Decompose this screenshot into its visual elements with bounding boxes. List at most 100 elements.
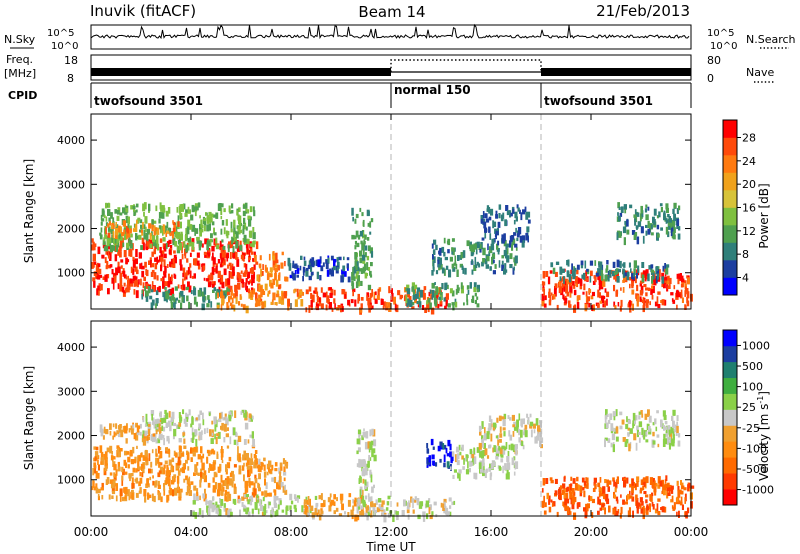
heatmap-cell (178, 412, 181, 419)
heatmap-cell (474, 264, 478, 268)
heatmap-cell (248, 219, 252, 227)
heatmap-cell (212, 477, 215, 483)
heatmap-cell (112, 283, 115, 290)
heatmap-cell (310, 271, 314, 276)
heatmap-cell (496, 243, 499, 250)
heatmap-cell (225, 254, 229, 259)
heatmap-cell (451, 451, 455, 457)
heatmap-cell (210, 233, 213, 239)
heatmap-cell (680, 490, 684, 495)
heatmap-cell (624, 272, 627, 277)
heatmap-cell (148, 203, 151, 212)
heatmap-cell (134, 258, 138, 265)
heatmap-cell (222, 480, 225, 487)
heatmap-cell (130, 459, 134, 465)
heatmap-cell (154, 263, 158, 270)
heatmap-cell (363, 428, 365, 432)
heatmap-cell (148, 223, 152, 229)
heatmap-cell (282, 486, 286, 493)
heatmap-cell (458, 287, 460, 291)
heatmap-cell (616, 276, 620, 283)
heatmap-cell (289, 505, 292, 510)
colorbar-tick-label: 16 (742, 202, 756, 215)
heatmap-cell (495, 235, 497, 240)
heatmap-cell (411, 498, 415, 503)
heatmap-cell (548, 299, 552, 306)
heatmap-cell (199, 215, 201, 219)
heatmap-cell (325, 262, 329, 269)
heatmap-cell (271, 507, 274, 515)
heatmap-cell (277, 274, 280, 281)
heatmap-cell (227, 264, 229, 269)
heatmap-cell (229, 252, 232, 260)
heatmap-cell (182, 272, 185, 278)
heatmap-cell (263, 471, 267, 478)
heatmap-cell (393, 296, 396, 305)
heatmap-cell (657, 269, 661, 277)
heatmap-cell (687, 484, 690, 492)
heatmap-cell (105, 245, 109, 252)
nsky-label: N.Sky (4, 33, 36, 46)
heatmap-cell (132, 422, 134, 426)
heatmap-cell (243, 271, 247, 277)
heatmap-cell (143, 212, 145, 217)
heatmap-cell (627, 427, 630, 431)
heatmap-cell (403, 499, 406, 507)
heatmap-cell (657, 484, 661, 489)
heatmap-cell (638, 411, 641, 415)
heatmap-cell (173, 250, 176, 254)
heatmap-cell (366, 514, 369, 521)
heatmap-cell (681, 504, 684, 510)
heatmap-cell (563, 281, 565, 287)
heatmap-cell (133, 289, 136, 295)
heatmap-cell (253, 264, 256, 270)
heatmap-cell (114, 432, 118, 436)
heatmap-cell (192, 224, 196, 232)
heatmap-cell (498, 445, 501, 451)
heatmap-cell (210, 277, 213, 281)
heatmap-cell (351, 234, 355, 240)
heatmap-cell (157, 438, 161, 444)
heatmap-cell (624, 209, 627, 214)
heatmap-cell (660, 420, 663, 428)
heatmap-cell (94, 467, 97, 474)
heatmap-cell (132, 256, 135, 262)
heatmap-cell (504, 446, 507, 451)
heatmap-cell (369, 270, 372, 276)
heatmap-cell (228, 478, 233, 486)
heatmap-cell (503, 413, 507, 420)
heatmap-cell (647, 206, 650, 211)
heatmap-cell (134, 434, 139, 441)
heatmap-cell (619, 425, 623, 430)
heatmap-cell (132, 268, 135, 275)
colorbar-swatch (723, 190, 737, 208)
heatmap-cell (616, 259, 620, 268)
heatmap-cell (572, 489, 575, 495)
heatmap-cell (362, 219, 365, 227)
heatmap-cell (566, 486, 570, 492)
heatmap-cell (372, 429, 376, 437)
heatmap-cell (106, 260, 109, 268)
heatmap-cell (237, 283, 241, 290)
heatmap-cell (261, 491, 264, 496)
heatmap-cell (297, 296, 300, 300)
heatmap-cell (154, 246, 156, 255)
heatmap-cell (220, 456, 223, 460)
heatmap-cell (188, 240, 192, 247)
heatmap-cell (623, 204, 627, 210)
heatmap-cell (482, 458, 485, 467)
heatmap-cell (378, 287, 382, 292)
heatmap-cell (631, 273, 634, 280)
heatmap-cell (448, 269, 452, 278)
heatmap-cell (501, 260, 504, 265)
heatmap-cell (362, 254, 366, 261)
heatmap-cell (631, 491, 634, 496)
heatmap-cell (435, 291, 438, 300)
heatmap-cell (473, 447, 475, 455)
heatmap-cell (518, 428, 521, 436)
heatmap-cell (197, 263, 201, 270)
heatmap-cell (256, 496, 259, 503)
heatmap-cell (223, 259, 226, 266)
heatmap-cell (458, 444, 461, 451)
heatmap-cell (268, 501, 271, 506)
